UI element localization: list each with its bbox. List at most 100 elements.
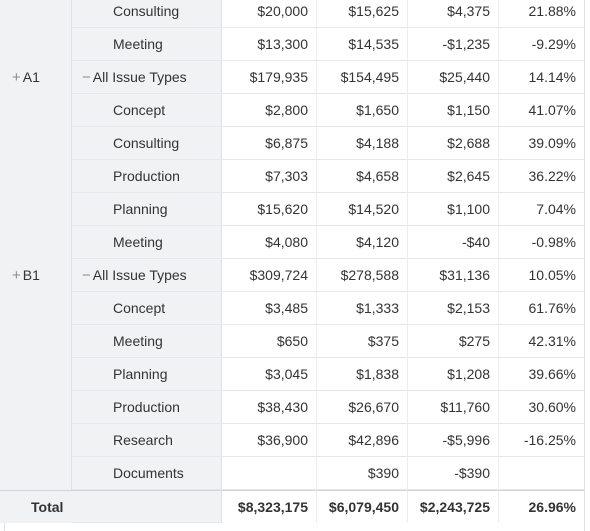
issue-type-cell: Production xyxy=(72,391,222,424)
table-row: Meeting $650 $375 $275 42.31% xyxy=(0,325,590,358)
value-cell: $15,625 xyxy=(317,0,408,28)
issue-type-cell: Consulting xyxy=(72,0,222,28)
total-value-cell: 26.96% xyxy=(499,490,584,523)
value-cell: $38,430 xyxy=(222,391,317,424)
issue-type-label: Research xyxy=(113,432,173,448)
issue-type-label: Concept xyxy=(113,102,166,118)
total-value-cell: $2,243,725 xyxy=(408,490,499,523)
value-cell: $1,838 xyxy=(317,358,408,391)
value-cell: -$1,235 xyxy=(408,28,499,61)
value-cell: $2,153 xyxy=(408,292,499,325)
value-cell: $20,000 xyxy=(222,0,317,28)
issue-type-cell: Production xyxy=(72,160,222,193)
value-cell: $4,120 xyxy=(317,226,408,259)
issue-type-cell: Consulting xyxy=(72,127,222,160)
issue-type-label: Meeting xyxy=(113,36,163,52)
value-cell: $1,150 xyxy=(408,94,499,127)
value-cell: -0.98% xyxy=(499,226,584,259)
value-cell: 39.09% xyxy=(499,127,584,160)
issue-type-label: Planning xyxy=(113,201,168,217)
value-cell: $1,208 xyxy=(408,358,499,391)
value-cell: $1,100 xyxy=(408,193,499,226)
issue-type-cell: Documents xyxy=(72,457,222,490)
value-cell: 42.31% xyxy=(499,325,584,358)
value-cell: $42,896 xyxy=(317,424,408,457)
issue-type-label: Production xyxy=(113,399,180,415)
group-cell xyxy=(0,325,72,358)
value-cell: $26,670 xyxy=(317,391,408,424)
value-cell: -$5,996 xyxy=(408,424,499,457)
value-cell: $1,650 xyxy=(317,94,408,127)
group-cell xyxy=(0,94,72,127)
group-cell xyxy=(0,358,72,391)
value-cell: $3,485 xyxy=(222,292,317,325)
value-cell: $309,724 xyxy=(222,259,317,292)
issue-type-cell: Planning xyxy=(72,193,222,226)
group-cell xyxy=(0,424,72,457)
collapse-icon[interactable]: − xyxy=(82,69,91,86)
expand-icon[interactable]: + xyxy=(12,267,21,284)
all-issue-types-cell[interactable]: − All Issue Types xyxy=(72,259,222,292)
table-row: Concept $2,800 $1,650 $1,150 41.07% xyxy=(0,94,590,127)
table-row: Concept $3,485 $1,333 $2,153 61.76% xyxy=(0,292,590,325)
expand-icon[interactable]: + xyxy=(12,69,21,86)
value-cell: $14,520 xyxy=(317,193,408,226)
group-cell xyxy=(0,457,72,490)
value-cell: $14,535 xyxy=(317,28,408,61)
group-label: B1 xyxy=(22,267,40,283)
value-cell: 36.22% xyxy=(499,160,584,193)
table-row: Production $38,430 $26,670 $11,760 30.60% xyxy=(0,391,590,424)
value-cell xyxy=(222,457,317,490)
value-cell: 10.05% xyxy=(499,259,584,292)
value-cell: 39.66% xyxy=(499,358,584,391)
group-cell xyxy=(0,0,72,28)
table-row: Production $7,303 $4,658 $2,645 36.22% xyxy=(0,160,590,193)
value-cell: $278,588 xyxy=(317,259,408,292)
value-cell: $13,300 xyxy=(222,28,317,61)
value-cell: $375 xyxy=(317,325,408,358)
issue-type-label: Documents xyxy=(113,465,184,481)
table-row: Planning $3,045 $1,838 $1,208 39.66% xyxy=(0,358,590,391)
value-cell: $36,900 xyxy=(222,424,317,457)
total-value-cell: $6,079,450 xyxy=(317,490,408,523)
total-label: Total xyxy=(0,490,72,523)
issue-type-label: All Issue Types xyxy=(92,267,187,283)
group-cell xyxy=(0,160,72,193)
table-right-border xyxy=(584,0,585,531)
value-cell: 30.60% xyxy=(499,391,584,424)
all-issue-types-cell[interactable]: − All Issue Types xyxy=(72,61,222,94)
value-cell: $6,875 xyxy=(222,127,317,160)
total-spacer xyxy=(72,490,222,523)
issue-type-cell: Meeting xyxy=(72,325,222,358)
group-cell[interactable]: + B1 xyxy=(0,259,72,292)
table-row: Research $36,900 $42,896 -$5,996 -16.25% xyxy=(0,424,590,457)
table-row: Consulting $20,000 $15,625 $4,375 21.88% xyxy=(0,0,590,28)
issue-type-label: Production xyxy=(113,168,180,184)
issue-type-label: Meeting xyxy=(113,234,163,250)
issue-type-cell: Meeting xyxy=(72,28,222,61)
value-cell: $154,495 xyxy=(317,61,408,94)
value-cell: $4,188 xyxy=(317,127,408,160)
issue-type-label: Meeting xyxy=(113,333,163,349)
issue-type-label: Planning xyxy=(113,366,168,382)
group-cell xyxy=(0,391,72,424)
issue-type-label: Consulting xyxy=(113,135,180,151)
value-cell: $11,760 xyxy=(408,391,499,424)
scroll-area xyxy=(585,0,590,531)
value-cell: $3,045 xyxy=(222,358,317,391)
collapse-icon[interactable]: − xyxy=(82,267,91,284)
value-cell: -$40 xyxy=(408,226,499,259)
value-cell: $31,136 xyxy=(408,259,499,292)
value-cell: $275 xyxy=(408,325,499,358)
table-row: Planning $15,620 $14,520 $1,100 7.04% xyxy=(0,193,590,226)
group-cell[interactable]: + A1 xyxy=(0,61,72,94)
group-cell xyxy=(0,193,72,226)
value-cell: -$390 xyxy=(408,457,499,490)
value-cell: 41.07% xyxy=(499,94,584,127)
value-cell: $390 xyxy=(317,457,408,490)
table-row: Meeting $13,300 $14,535 -$1,235 -9.29% xyxy=(0,28,590,61)
value-cell: $4,080 xyxy=(222,226,317,259)
issue-type-label: Concept xyxy=(113,300,166,316)
total-value-cell: $8,323,175 xyxy=(222,490,317,523)
